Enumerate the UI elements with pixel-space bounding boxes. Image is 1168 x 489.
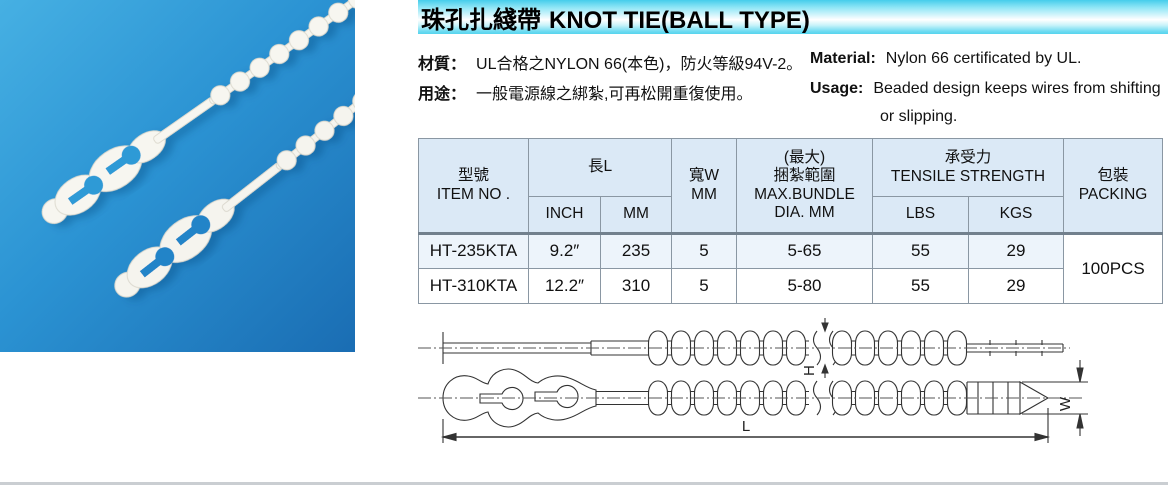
material-line-en: Material: Nylon 66 certificated by UL. xyxy=(810,50,1081,68)
dim-label-W: W xyxy=(1057,396,1074,411)
usage-label-en: Usage: xyxy=(810,80,864,97)
cable-tie-lower xyxy=(114,33,355,298)
spec-table: 型號 ITEM NO . 長L 寬W MM (最大) 捆紮範圍 MAX.BUND… xyxy=(418,138,1164,304)
cell-item-no: HT-235KTA xyxy=(418,232,529,269)
photo-background xyxy=(0,0,355,352)
usage-text-zh: 一般電源線之綁紮,可再松開重復使用。 xyxy=(476,86,753,103)
material-label-en: Material: xyxy=(810,50,876,67)
bead-row xyxy=(210,0,355,106)
usage-line-zh: 用途： 一般電源線之綁紮,可再松開重復使用。 xyxy=(418,80,752,104)
cell-inch: 9.2″ xyxy=(528,232,601,269)
front-view xyxy=(442,368,1088,428)
technical-drawing: H W L xyxy=(418,312,1168,488)
product-photo xyxy=(0,0,355,352)
col-header-item-no: 型號 ITEM NO . xyxy=(418,138,529,234)
material-line-zh: 材質： UL合格之NYLON 66(本色)，防火等級94V-2。 xyxy=(418,50,802,74)
material-text-en: Nylon 66 certificated by UL. xyxy=(885,50,1082,67)
usage-label-zh: 用途： xyxy=(418,86,467,103)
dim-label-L: L xyxy=(742,418,750,435)
table-row: HT-310KTA 12.2″ 310 5 5-80 55 29 xyxy=(418,268,1163,304)
page-title: 珠孔扎綫帶 KNOT TIE(BALL TYPE) xyxy=(418,0,810,35)
knot-tie-photo-illustration xyxy=(0,0,355,352)
material-text-zh: UL合格之NYLON 66(本色)，防火等級94V-2。 xyxy=(476,56,803,73)
title-bar: 珠孔扎綫帶 KNOT TIE(BALL TYPE) xyxy=(418,0,1168,34)
dimension-W xyxy=(1076,360,1084,436)
cable-tie-upper xyxy=(41,0,355,224)
cell-mm: 235 xyxy=(600,232,672,269)
cell-inch: 12.2″ xyxy=(528,268,601,304)
page-title-en: KNOT TIE(BALL TYPE) xyxy=(549,6,810,34)
bead-row xyxy=(276,91,355,171)
cell-item-no: HT-310KTA xyxy=(418,268,529,304)
cell-packing: 100PCS xyxy=(1063,232,1164,304)
dim-label-H: H xyxy=(801,365,818,376)
dimension-drawing: H W L xyxy=(418,318,1088,443)
col-header-packing: 包裝 PACKING xyxy=(1063,138,1164,234)
cell-width: 5 xyxy=(671,268,737,304)
cell-mm: 310 xyxy=(600,268,672,304)
keyhole-cutouts xyxy=(67,145,141,205)
cell-lbs: 55 xyxy=(872,232,969,269)
col-header-length: 長L xyxy=(528,138,672,197)
spec-table-wrap: 型號 ITEM NO . 長L 寬W MM (最大) 捆紮範圍 MAX.BUND… xyxy=(418,138,1164,304)
material-label-zh: 材質： xyxy=(418,56,467,73)
page-bottom-rule xyxy=(0,482,1168,485)
dimension-H xyxy=(821,318,829,378)
col-header-bundle: (最大) 捆紮範圍 MAX.BUNDLE DIA. MM xyxy=(736,138,873,234)
col-header-lbs: LBS xyxy=(872,196,969,234)
keyhole-cutouts xyxy=(139,215,211,278)
usage-line-en: Usage: Beaded design keeps wires from shi… xyxy=(810,80,1161,98)
dimension-L xyxy=(440,408,1051,443)
cell-width: 5 xyxy=(671,232,737,269)
col-header-mm: MM xyxy=(600,196,672,234)
col-header-width: 寬W MM xyxy=(671,138,737,234)
page-title-zh: 珠孔扎綫帶 xyxy=(421,6,541,34)
usage-text-en-2: or slipping. xyxy=(880,108,958,125)
cell-bundle: 5-65 xyxy=(736,232,873,269)
col-header-inch: INCH xyxy=(528,196,601,234)
usage-line-en-2: or slipping. xyxy=(880,108,957,126)
cell-lbs: 55 xyxy=(872,268,969,304)
usage-text-en-1: Beaded design keeps wires from shifting xyxy=(873,80,1161,97)
cell-kgs: 29 xyxy=(967,268,1065,304)
col-header-tensile: 承受力 TENSILE STRENGTH xyxy=(871,138,1065,197)
cell-bundle: 5-80 xyxy=(736,268,873,304)
col-header-kgs: KGS xyxy=(967,196,1065,234)
table-row: HT-235KTA 9.2″ 235 5 5-65 55 29 100PCS xyxy=(418,232,1164,304)
spec-notes: 材質： UL合格之NYLON 66(本色)，防火等級94V-2。 用途： 一般電源線… xyxy=(418,44,1168,136)
cell-kgs: 29 xyxy=(967,232,1065,269)
